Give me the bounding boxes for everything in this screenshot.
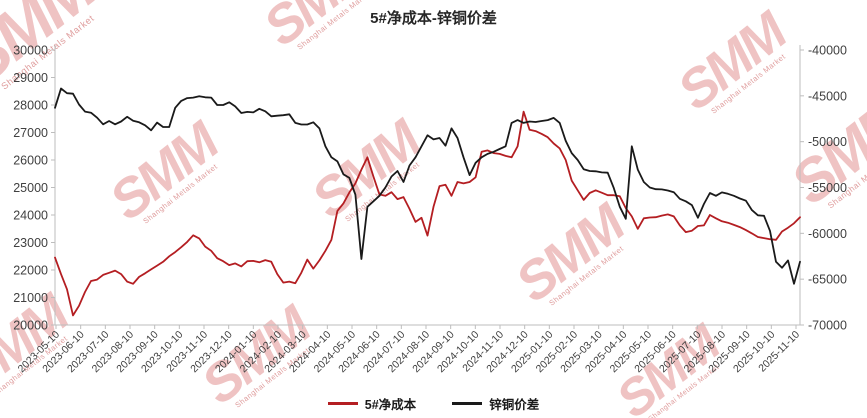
- y-right-tick-label: -60000: [808, 227, 847, 241]
- legend-item-net-cost: 5#净成本: [327, 394, 417, 413]
- y-left-tick-label: 27000: [13, 126, 48, 140]
- net-cost-line: [54, 110, 801, 317]
- y-left-tick-label: 23000: [13, 236, 48, 250]
- y-left-tick-label: 29000: [13, 71, 48, 85]
- y-right-tick-label: -45000: [808, 89, 847, 103]
- y-left-tick-label: 24000: [13, 209, 48, 223]
- legend-line-net-cost-icon: [327, 402, 358, 405]
- chart-title: 5#净成本-锌铜价差: [370, 10, 497, 27]
- zinc-copper-spread-line: [54, 87, 801, 285]
- y-left-tick-label: 25000: [13, 181, 48, 195]
- y-left-tick-label: 20000: [13, 319, 48, 333]
- legend-line-zinc-copper-spread-icon: [452, 402, 483, 405]
- y-right-tick-label: -40000: [808, 44, 847, 58]
- y-right-tick-label: -55000: [808, 181, 847, 195]
- legend-label-zinc-copper-spread: 锌铜价差: [489, 398, 540, 412]
- y-right-tick-label: -70000: [808, 319, 847, 333]
- legend-label-net-cost: 5#净成本: [364, 398, 417, 412]
- y-right-tick-label: -65000: [808, 273, 847, 287]
- y-left-tick-label: 30000: [13, 44, 48, 58]
- y-left-tick-label: 22000: [13, 264, 48, 278]
- y-right-tick-label: -50000: [808, 135, 847, 149]
- y-left-tick-label: 28000: [13, 99, 48, 113]
- legend-item-zinc-copper-spread: 锌铜价差: [452, 394, 539, 413]
- legend: 5#净成本 锌铜价差: [0, 394, 867, 413]
- y-left-tick-label: 21000: [13, 291, 48, 305]
- y-left-tick-label: 26000: [13, 154, 48, 168]
